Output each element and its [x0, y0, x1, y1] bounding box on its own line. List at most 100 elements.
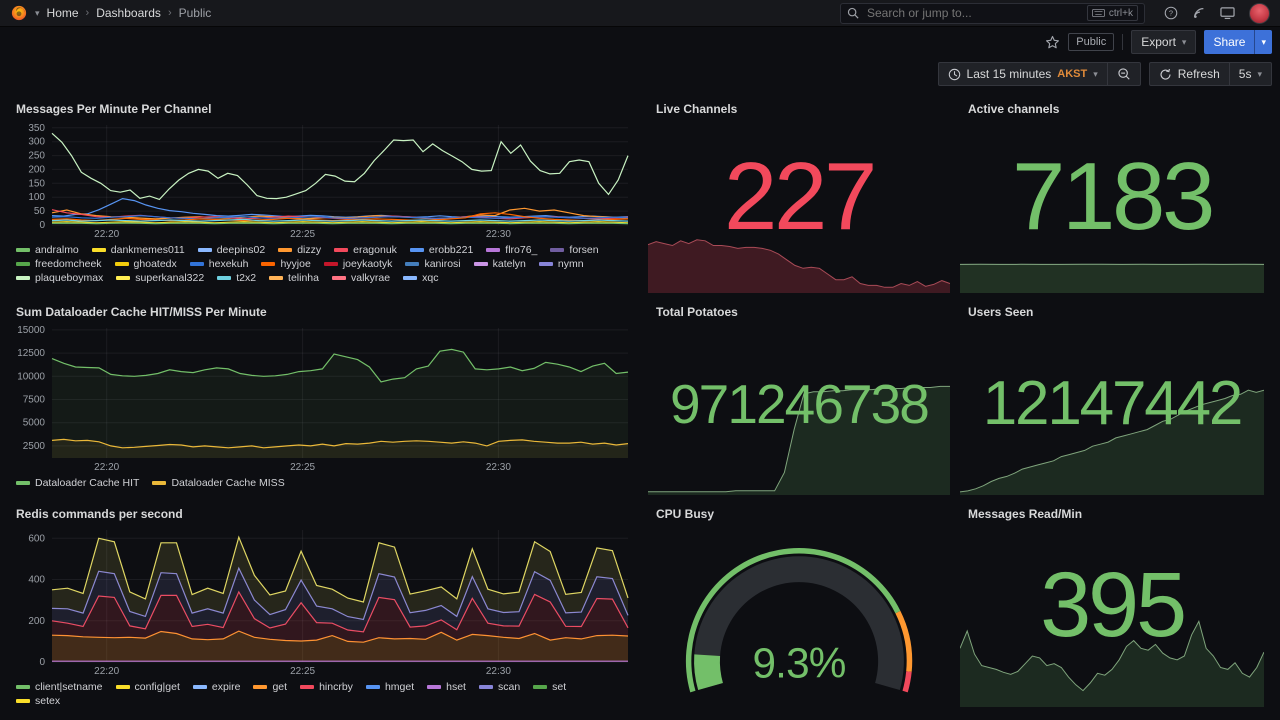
legend-item[interactable]: forsen	[550, 244, 599, 256]
series-color-marker	[300, 685, 315, 689]
svg-text:0: 0	[39, 657, 45, 668]
legend-label: erobb221	[428, 244, 474, 256]
org-switcher-caret-icon[interactable]: ▾	[35, 7, 40, 18]
legend-item[interactable]: hyyjoe	[261, 258, 311, 270]
legend-item[interactable]: hincrby	[300, 681, 353, 693]
legend-item[interactable]: deepins02	[197, 244, 265, 256]
legend-item[interactable]: kanirosi	[405, 258, 461, 270]
legend-item[interactable]: superkanal322	[116, 272, 204, 284]
panel-redis-commands: Redis commands per second 0 200 400 600 22:2…	[8, 501, 640, 707]
legend-item[interactable]: client|setname	[16, 681, 103, 693]
messages-timeseries-chart[interactable]: 0 50 100 150 200 250 300 350 22:20 22:25 22:30	[16, 120, 632, 240]
help-button[interactable]: ?	[1164, 6, 1178, 20]
legend-item[interactable]: xqc	[403, 272, 438, 284]
legend-item[interactable]: andralmo	[16, 244, 79, 256]
series-color-marker	[114, 262, 129, 266]
svg-text:5000: 5000	[23, 418, 46, 429]
refresh-button[interactable]: Refresh	[1148, 62, 1230, 86]
breadcrumb-home[interactable]: Home	[46, 6, 79, 20]
legend-item[interactable]: telinha	[269, 272, 319, 284]
panel-title[interactable]: Live Channels	[656, 102, 738, 116]
panel-title[interactable]: Messages Per Minute Per Channel	[16, 102, 212, 116]
export-button[interactable]: Export ▾	[1131, 30, 1197, 54]
legend-item[interactable]: set	[533, 681, 566, 693]
series-color-marker	[16, 276, 30, 280]
panel-cpu-busy: CPU Busy 9.3%	[648, 501, 950, 707]
legend-item[interactable]: Dataloader Cache HIT	[16, 477, 139, 489]
legend-label: superkanal322	[135, 272, 205, 284]
search-input[interactable]	[865, 5, 1081, 21]
legend-item[interactable]: valkyrae	[332, 272, 390, 284]
panel-title[interactable]: Redis commands per second	[16, 507, 183, 521]
legend-item[interactable]: hmget	[365, 681, 414, 693]
messages-legend: andralmo dankmemes011 deepins02 dizzy eragon…	[16, 243, 632, 285]
breadcrumb-dashboards[interactable]: Dashboards	[96, 6, 161, 20]
panel-title[interactable]: CPU Busy	[656, 507, 715, 521]
panel-dataloader-cache: Sum Dataloader Cache HIT/MISS Per Minute…	[8, 299, 640, 495]
series-color-marker	[538, 262, 553, 266]
dataloader-timeseries-chart[interactable]: 2500 5000 7500 10000 12500 15000 22:20 22:25 22:…	[16, 323, 632, 473]
legend-label: hset	[446, 681, 466, 693]
legend-item[interactable]: config|get	[115, 681, 180, 693]
monitor-icon	[1220, 7, 1235, 20]
legend-item[interactable]: t2x2	[217, 272, 256, 284]
share-split-button: Share ▾	[1204, 30, 1272, 54]
legend-item[interactable]: hexekuh	[189, 258, 248, 270]
legend-item[interactable]: freedomcheek	[16, 258, 102, 270]
legend-label: plaqueboymax	[35, 272, 104, 284]
display-button[interactable]	[1220, 6, 1235, 20]
svg-text:22:20: 22:20	[94, 229, 119, 240]
grafana-logo[interactable]	[10, 4, 28, 22]
legend-item[interactable]: plaqueboymax	[16, 272, 103, 284]
legend-item[interactable]: setex	[16, 695, 60, 707]
panel-title[interactable]: Sum Dataloader Cache HIT/MISS Per Minute	[16, 305, 267, 319]
legend-item[interactable]: erobb221	[409, 244, 474, 256]
svg-text:22:25: 22:25	[290, 462, 315, 473]
series-color-marker	[16, 481, 30, 485]
svg-text:?: ?	[1169, 9, 1173, 18]
panel-title[interactable]: Active channels	[968, 102, 1060, 116]
legend-item[interactable]: get	[253, 681, 287, 693]
legend-label: setex	[35, 695, 61, 707]
legend-item[interactable]: dankmemes011	[91, 244, 185, 256]
svg-text:22:30: 22:30	[486, 229, 511, 240]
series-color-marker	[189, 262, 204, 266]
svg-text:22:25: 22:25	[290, 666, 315, 677]
legend-item[interactable]: flro76_	[486, 244, 537, 256]
svg-text:50: 50	[34, 206, 46, 217]
legend-item[interactable]: eragonuk	[334, 244, 397, 256]
news-button[interactable]	[1192, 6, 1206, 20]
user-avatar[interactable]	[1249, 2, 1270, 24]
panel-title[interactable]: Users Seen	[968, 305, 1034, 319]
legend-item[interactable]: nymn	[538, 258, 584, 270]
series-color-marker	[332, 276, 346, 280]
share-button[interactable]: Share	[1204, 30, 1255, 54]
total-potatoes-sparkline	[648, 379, 950, 495]
series-color-marker	[533, 685, 548, 689]
legend-label: flro76_	[505, 244, 538, 256]
time-range-picker[interactable]: Last 15 minutes AKST ▾	[937, 62, 1108, 86]
panel-title[interactable]: Total Potatoes	[656, 305, 738, 319]
redis-timeseries-chart[interactable]: 0 200 400 600 22:20 22:25 22:30	[16, 525, 632, 677]
share-menu-button[interactable]: ▾	[1254, 30, 1272, 54]
search-shortcut-hint: ctrl+k	[1086, 5, 1138, 21]
legend-item[interactable]: hset	[427, 681, 466, 693]
series-color-marker	[253, 685, 268, 689]
legend-item[interactable]: katelyn	[473, 258, 526, 270]
legend-label: Dataloader Cache HIT	[35, 477, 140, 489]
legend-item[interactable]: joeykaotyk	[323, 258, 392, 270]
legend-item[interactable]: ghoatedx	[114, 258, 177, 270]
legend-item[interactable]: expire	[192, 681, 240, 693]
star-dashboard-button[interactable]	[1045, 35, 1060, 50]
svg-text:7500: 7500	[23, 395, 46, 406]
refresh-interval-picker[interactable]: 5s ▾	[1229, 62, 1272, 86]
panel-title[interactable]: Messages Read/Min	[968, 507, 1083, 521]
zoom-out-time-button[interactable]	[1107, 62, 1141, 86]
legend-item[interactable]: scan	[478, 681, 520, 693]
series-color-marker	[269, 276, 284, 280]
search-bar[interactable]: ctrl+k	[840, 2, 1145, 24]
legend-item[interactable]: Dataloader Cache MISS	[152, 477, 285, 489]
legend-item[interactable]: dizzy	[278, 244, 321, 256]
series-color-marker	[91, 248, 106, 252]
public-tag-badge: Public	[1068, 33, 1115, 51]
